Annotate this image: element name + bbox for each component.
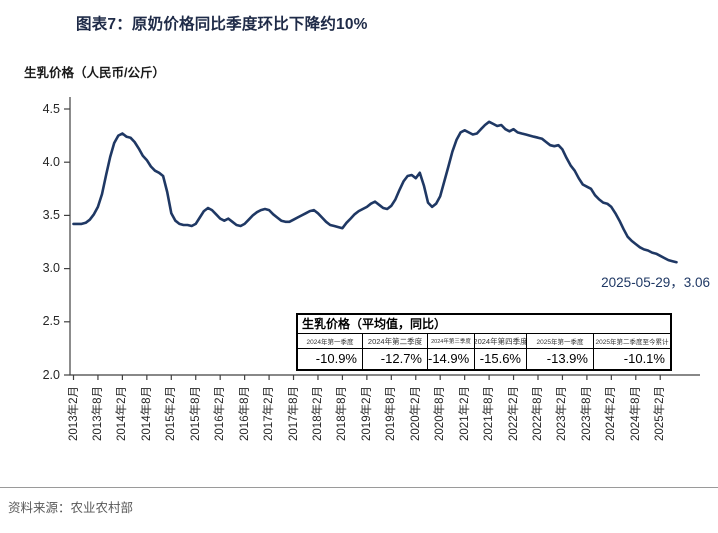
inset-table-title: 生乳价格（平均值，同比） [298, 315, 670, 334]
y-axis-tick-label: 4.0 [42, 154, 60, 169]
x-axis-tick-label: 2017年2月 [263, 386, 276, 441]
inset-table-yoy-value: -10.1% [623, 351, 665, 366]
x-axis-tick-label: 2013年8月 [91, 386, 104, 441]
inset-table-grid: 2024年第一季度 -10.9% 2024年第二季度 -12.7% 2024年第三季度 -… [298, 334, 670, 369]
x-axis-tick-label: 2015年8月 [189, 386, 202, 441]
x-axis-tick-label: 2019年2月 [360, 386, 373, 441]
x-axis-tick-label: 2024年8月 [629, 386, 642, 441]
y-axis-tick-label: 2.5 [42, 314, 60, 329]
x-axis-tick-label: 2018年2月 [311, 386, 324, 441]
inset-table-column: 2024年第二季度 -12.7% [363, 334, 428, 369]
y-axis-unit-label: 生乳价格（人民币/公斤） [24, 66, 165, 80]
x-axis-tick-label: 2014年2月 [116, 386, 129, 441]
inset-table: 生乳价格（平均值，同比） 2024年第一季度 -10.9% 2024年第二季度 -12… [296, 313, 672, 371]
inset-table-column-header: 2024年第四季度 [475, 334, 526, 349]
inset-table-yoy-value: -10.9% [315, 351, 357, 366]
inset-table-column: 2024年第三季度 -14.9% [428, 334, 475, 369]
x-axis-tick-label: 2017年8月 [287, 386, 300, 441]
inset-table-column: 2025年第一季度 -13.9% [527, 334, 594, 369]
inset-table-yoy-value: -15.6% [479, 351, 521, 366]
inset-table-column: 2024年第一季度 -10.9% [298, 334, 363, 369]
x-axis-tick-label: 2022年8月 [531, 386, 544, 441]
x-axis-tick-label: 2022年2月 [507, 386, 520, 441]
x-axis-tick-label: 2016年8月 [238, 386, 251, 441]
x-axis-tick-label: 2013年2月 [67, 386, 80, 441]
x-axis-tick-label: 2021年2月 [458, 386, 471, 441]
x-axis-tick-label: 2023年2月 [556, 386, 569, 441]
y-axis-tick-label: 4.5 [42, 101, 60, 116]
inset-table-column-header: 2024年第二季度 [363, 334, 427, 349]
x-axis-tick-label: 2019年8月 [385, 386, 398, 441]
y-axis-tick-label: 3.5 [42, 207, 60, 222]
x-axis-tick-label: 2020年8月 [434, 386, 447, 441]
x-axis-tick-label: 2021年8月 [483, 386, 496, 441]
inset-table-yoy-value: -12.7% [380, 351, 422, 366]
inset-table-column: 2024年第四季度 -15.6% [475, 334, 527, 369]
x-axis-tick-label: 2023年8月 [580, 386, 593, 441]
x-axis-tick-label: 2024年2月 [605, 386, 618, 441]
inset-table-column-header: 2024年第一季度 [298, 334, 362, 349]
inset-table-column-header: 2025年第一季度 [527, 334, 593, 349]
inset-table-column-header: 2024年第三季度 [428, 334, 474, 349]
inset-table-column: 2025年第二季度至今累计 -10.1% [593, 334, 670, 369]
x-axis-tick-label: 2018年8月 [336, 386, 349, 441]
x-axis-tick-label: 2020年2月 [409, 386, 422, 441]
x-axis-tick-label: 2015年2月 [165, 386, 178, 441]
inset-table-yoy-value: -13.9% [546, 351, 588, 366]
source-note: 资料来源：农业农村部 [8, 501, 134, 515]
inset-table-column-header: 2025年第二季度至今累计 [593, 334, 670, 349]
inset-table-yoy-value: -14.9% [428, 351, 470, 366]
line-series-raw-milk-price [72, 120, 678, 264]
latest-value-annotation: 2025-05-29，3.06 [601, 275, 710, 290]
chart-title: 图表7：原奶价格同比季度环比下降约10% [76, 16, 368, 33]
x-axis-tick-label: 2025年2月 [654, 386, 667, 441]
y-axis-tick-label: 2.0 [42, 367, 60, 382]
x-axis-tick-label: 2014年8月 [140, 386, 153, 441]
y-axis-tick-label: 3.0 [42, 261, 60, 276]
footer-divider [0, 487, 718, 488]
x-axis-tick-label: 2016年2月 [214, 386, 227, 441]
